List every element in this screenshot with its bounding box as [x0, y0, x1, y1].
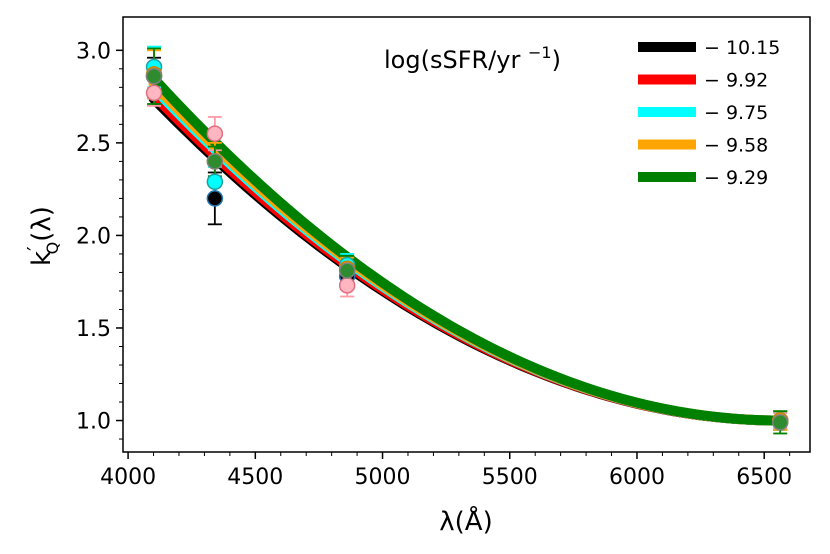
y-axis-title: k′Q(λ) — [23, 206, 62, 266]
legend-entry-2: − 9.75 — [638, 102, 768, 124]
y-axis-title-tail: (λ) — [27, 206, 57, 242]
y-tick-label-0: 1.0 — [76, 410, 111, 435]
data-point-1-2 — [338, 277, 356, 294]
legend-label-4: − 9.29 — [704, 167, 768, 189]
x-tick-label-0: 4000 — [100, 465, 156, 490]
data-point-1-0 — [145, 84, 163, 102]
legend-entry-1: − 9.92 — [638, 70, 768, 92]
legend-label-3: − 9.58 — [704, 135, 768, 157]
legend-entry-0: − 10.15 — [638, 37, 780, 59]
y-tick-label-2: 2.0 — [76, 224, 111, 249]
plot-frame — [122, 16, 811, 453]
x-tick-label-2: 5000 — [355, 465, 411, 490]
x-tick-label-5: 6500 — [736, 465, 792, 490]
curves-group — [148, 73, 786, 426]
legend-title-superscript: −1 — [528, 43, 552, 62]
y-axis-title-prime: ′ — [23, 246, 47, 251]
legend-entry-4: − 9.29 — [638, 167, 768, 189]
data-point-4-3 — [771, 414, 789, 431]
series-curve-4 — [148, 73, 786, 426]
x-axis-title: λ(Å) — [439, 505, 492, 537]
legend: log(sSFR/yr −1) − 10.15 − 9.92 − 9.75 − 9.5… — [384, 37, 780, 189]
legend-label-0: − 10.15 — [704, 37, 780, 59]
data-point-4-1 — [206, 153, 224, 170]
legend-label-2: − 9.75 — [704, 102, 768, 124]
x-tick-label-3: 5500 — [482, 465, 538, 490]
markers-group — [145, 45, 789, 435]
data-point-4-2 — [338, 262, 356, 279]
legend-entry-3: − 9.58 — [638, 135, 768, 157]
y-tick-label-3: 2.5 — [76, 132, 111, 157]
y-axis-title-main: k — [27, 251, 57, 266]
data-point-1-1 — [206, 125, 224, 142]
legend-title: log(sSFR/yr −1) — [384, 43, 561, 74]
y-tick-label-1: 1.5 — [76, 317, 111, 342]
x-tick-label-1: 4500 — [227, 465, 283, 490]
y-tick-label-4: 3.0 — [76, 39, 111, 64]
data-point-2-1 — [206, 173, 224, 190]
x-tick-label-4: 6000 — [609, 465, 665, 490]
legend-title-close: ) — [552, 46, 561, 74]
data-point-0-1 — [206, 190, 224, 207]
data-point-4-0 — [145, 67, 163, 85]
axes-layer: 4000 4500 5000 5500 6000 6500 1.0 1.5 2.0 2.5 3.0 — [76, 16, 811, 490]
y-axis-title-sub: Q — [43, 242, 62, 255]
plot-content — [145, 45, 789, 435]
legend-label-1: − 9.92 — [704, 70, 768, 92]
